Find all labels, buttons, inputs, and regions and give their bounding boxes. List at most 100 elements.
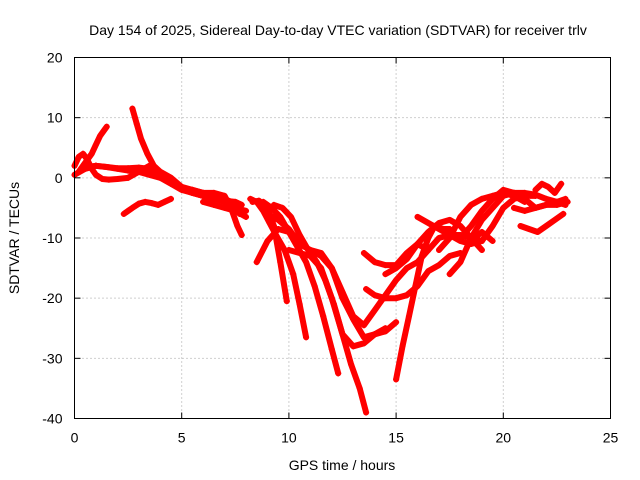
y-tick-label: -30 xyxy=(42,350,62,366)
sdtvar-trace-21 xyxy=(363,250,464,302)
data-point xyxy=(99,176,106,183)
data-point xyxy=(543,201,550,208)
data-point xyxy=(88,150,95,157)
data-point xyxy=(382,262,389,269)
data-point xyxy=(120,210,127,217)
data-point xyxy=(146,171,153,178)
data-point xyxy=(92,162,99,169)
data-point xyxy=(457,213,464,220)
data-point xyxy=(303,334,310,341)
data-point xyxy=(92,141,99,148)
data-point xyxy=(356,385,363,392)
data-point xyxy=(290,271,297,278)
data-point xyxy=(553,201,560,208)
data-point xyxy=(148,200,155,207)
data-point xyxy=(92,171,99,178)
data-point xyxy=(285,228,292,235)
data-point xyxy=(157,171,164,178)
data-point xyxy=(435,225,442,232)
data-point xyxy=(405,313,412,320)
data-point xyxy=(551,189,558,196)
data-point xyxy=(363,286,370,293)
data-point xyxy=(296,231,303,238)
data-point xyxy=(446,235,453,241)
data-point xyxy=(200,198,207,205)
data-point xyxy=(328,295,335,302)
data-point xyxy=(558,180,565,187)
data-point xyxy=(328,346,335,353)
data-point xyxy=(210,195,217,202)
sdtvar-trace-16 xyxy=(253,226,292,266)
data-point xyxy=(114,165,121,172)
data-point xyxy=(478,228,485,235)
data-point xyxy=(264,238,271,245)
data-point xyxy=(393,376,400,383)
data-point xyxy=(478,207,485,214)
data-point xyxy=(103,164,110,171)
data-point xyxy=(348,361,355,368)
data-point xyxy=(526,225,533,232)
data-point xyxy=(543,222,550,229)
data-point xyxy=(560,210,567,217)
data-point xyxy=(478,247,485,254)
data-point xyxy=(418,253,425,260)
data-point xyxy=(363,409,370,416)
data-point xyxy=(238,201,245,208)
data-point xyxy=(144,150,151,157)
data-point xyxy=(457,259,464,266)
data-point xyxy=(253,198,260,205)
data-point xyxy=(435,262,442,269)
grid xyxy=(74,57,611,419)
data-point xyxy=(500,204,507,211)
data-point xyxy=(296,301,303,308)
data-point xyxy=(468,222,475,229)
data-point xyxy=(511,204,518,211)
data-point xyxy=(137,135,144,142)
data-point xyxy=(414,283,421,290)
data-point xyxy=(133,120,140,127)
data-point xyxy=(538,180,545,187)
data-point xyxy=(478,216,485,223)
data-point xyxy=(399,343,406,350)
data-point xyxy=(489,238,496,245)
data-point xyxy=(270,201,277,208)
data-point xyxy=(167,177,174,184)
data-point xyxy=(534,228,541,235)
data-point xyxy=(339,289,346,296)
y-axis-label: SDTVAR / TECUs xyxy=(6,182,22,294)
data-point xyxy=(350,343,357,350)
data-point xyxy=(489,222,496,229)
data-point xyxy=(178,185,185,192)
data-point xyxy=(403,265,410,272)
data-point xyxy=(543,195,550,202)
data-point xyxy=(82,164,89,171)
axis-ticks: 0 5 10 15 20 25 -40 -30 -20 -10 0 10 20 xyxy=(42,50,618,446)
data-point xyxy=(532,204,539,211)
data-point xyxy=(360,322,367,329)
data-point xyxy=(125,165,132,172)
x-tick-label: 20 xyxy=(496,430,512,446)
data-point xyxy=(253,259,260,266)
data-point xyxy=(221,204,228,211)
data-point xyxy=(210,201,217,208)
data-point xyxy=(446,216,453,223)
data-point xyxy=(238,231,245,238)
data-point xyxy=(303,259,310,266)
data-point xyxy=(335,370,342,377)
data-point xyxy=(279,204,286,211)
data-point xyxy=(425,219,432,226)
data-point xyxy=(200,192,207,199)
data-point xyxy=(350,313,357,320)
data-point xyxy=(328,265,335,272)
data-point xyxy=(135,200,142,207)
data-point xyxy=(75,153,82,160)
data-point xyxy=(167,195,174,202)
data-point xyxy=(393,277,400,284)
data-point xyxy=(360,334,367,341)
data-point xyxy=(435,235,442,241)
y-tick-label: 10 xyxy=(47,110,63,126)
y-tick-label: 20 xyxy=(47,50,63,66)
data-point xyxy=(311,283,318,290)
data-point xyxy=(414,213,421,220)
